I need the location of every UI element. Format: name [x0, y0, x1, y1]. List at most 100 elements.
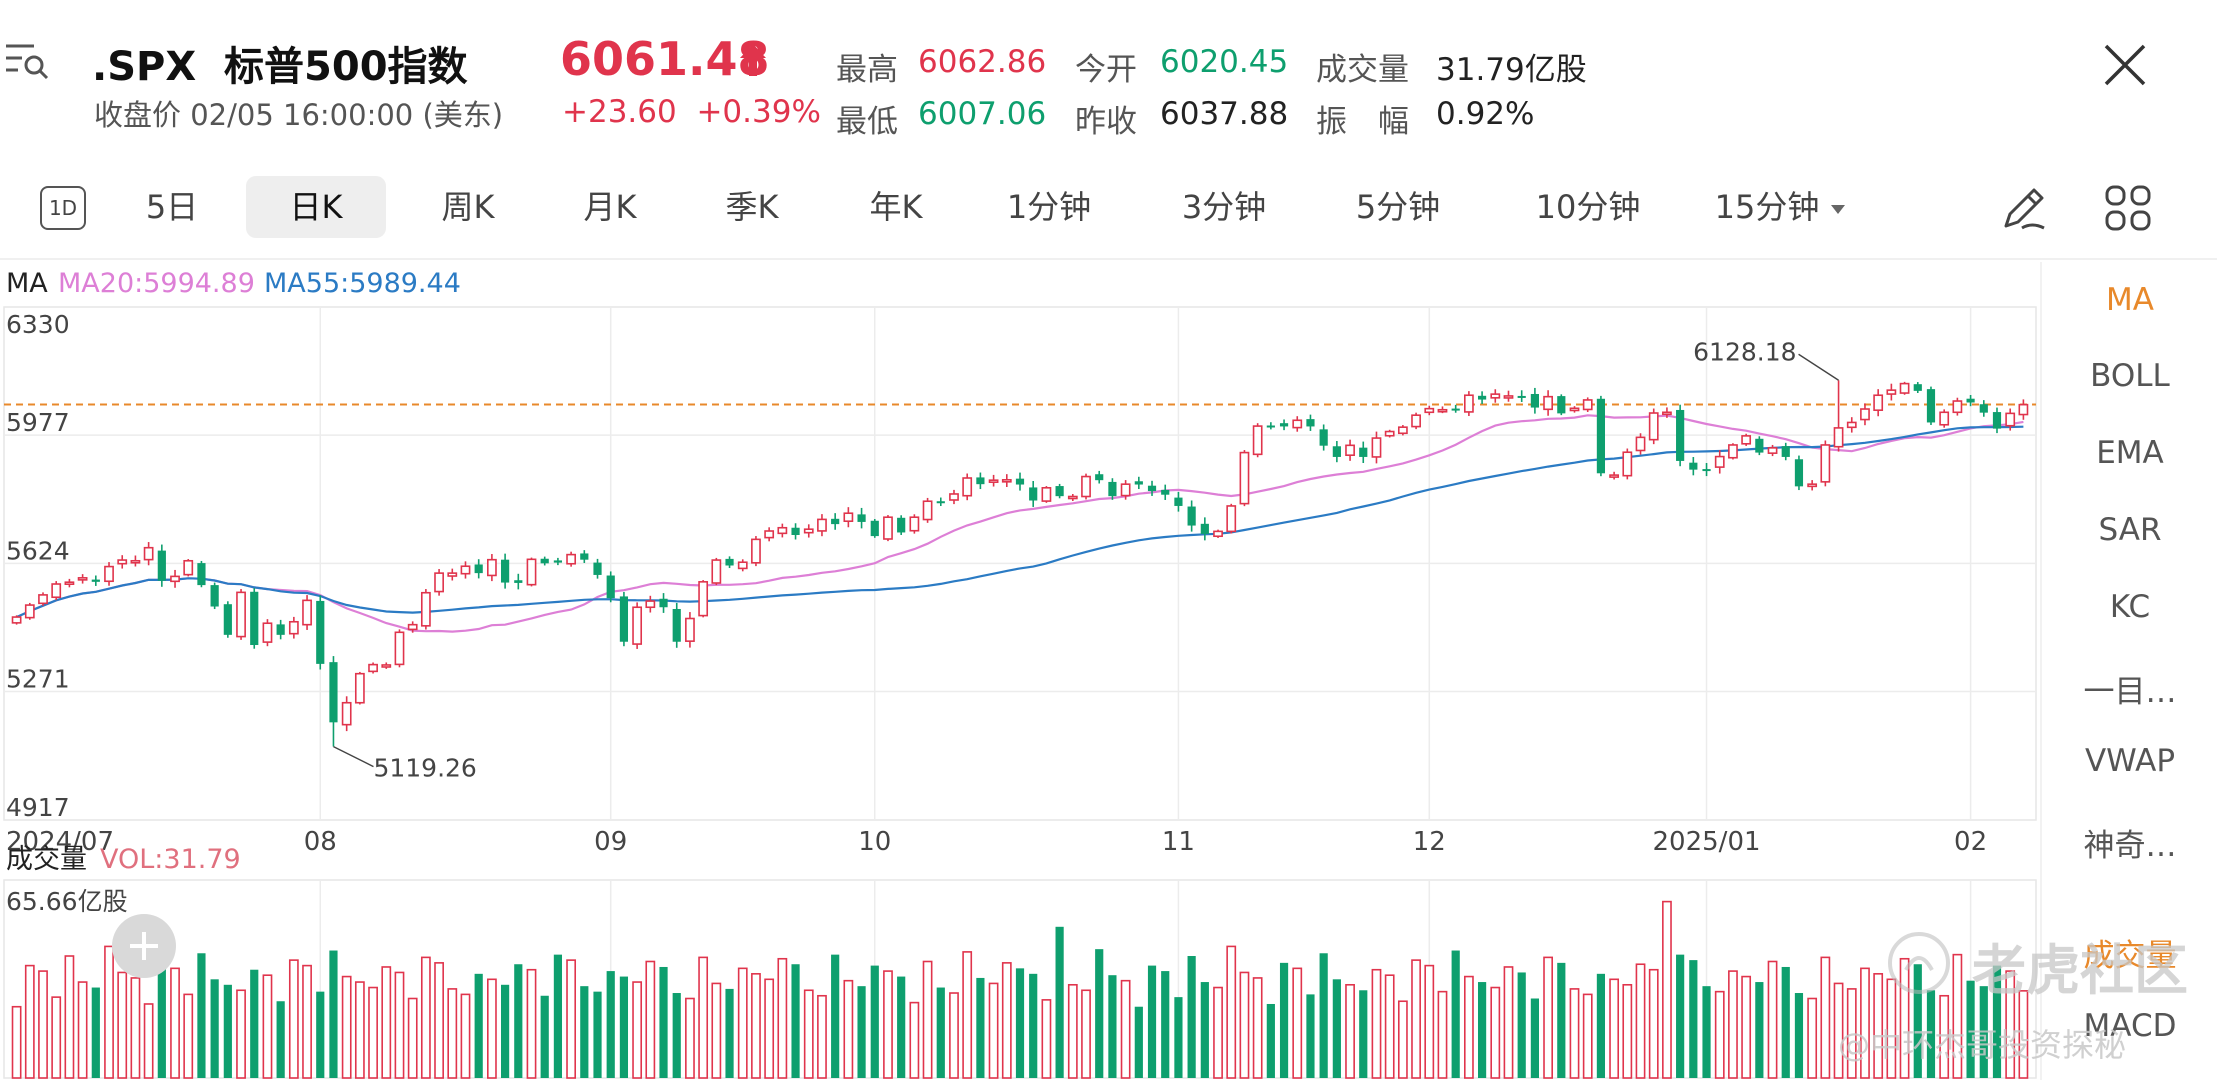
candle	[1635, 433, 1646, 455]
candle	[1213, 529, 1223, 538]
candle	[130, 555, 141, 567]
candle-body	[751, 538, 761, 564]
indicator-sar[interactable]: SAR	[2098, 512, 2162, 548]
candle	[1015, 472, 1025, 491]
volume-bar	[593, 991, 602, 1078]
candle	[1134, 476, 1143, 490]
candle-body	[1015, 478, 1025, 485]
candle	[1582, 397, 1593, 412]
candle	[659, 593, 668, 613]
candle	[1187, 500, 1196, 532]
candle-body	[183, 559, 194, 576]
candle-body	[1648, 412, 1659, 441]
candle	[329, 656, 338, 747]
indicator-ichimoku[interactable]: 一目…	[2083, 674, 2177, 710]
candle-body	[1966, 398, 1975, 403]
candle	[553, 557, 563, 566]
candle	[1622, 448, 1633, 480]
volume-bar	[1384, 974, 1395, 1079]
close-icon[interactable]	[2100, 40, 2150, 90]
add-indicator-button[interactable]	[112, 914, 176, 978]
volume-bar	[1120, 979, 1131, 1079]
tab-quarterly-k[interactable]: 季K	[725, 188, 779, 226]
volume-bar	[1345, 983, 1355, 1079]
candle	[1451, 404, 1460, 413]
intraday-1d-button[interactable]: 1D	[40, 186, 86, 230]
candle	[1979, 400, 1988, 417]
volume-bar	[1015, 968, 1025, 1078]
volume-bar	[460, 993, 471, 1079]
candle	[1702, 463, 1711, 477]
volume-bar	[883, 970, 893, 1079]
volume-bar	[1926, 990, 1936, 1078]
candle	[1397, 425, 1408, 436]
volume-bar	[909, 1001, 920, 1079]
x-tick-label: 2025/01	[1653, 827, 1761, 857]
sub-indicator-volume[interactable]: 成交量	[2083, 938, 2177, 974]
volume-bar	[1239, 971, 1250, 1079]
candle-body	[1279, 423, 1289, 427]
candle-body	[1952, 400, 1963, 414]
sub-indicator-macd[interactable]: MACD	[2083, 1008, 2177, 1044]
list-search-icon[interactable]	[4, 40, 52, 80]
grid-icon[interactable]	[2104, 184, 2152, 232]
candle-body	[685, 617, 695, 642]
candle	[1371, 431, 1382, 464]
candlestick-chart[interactable]: 6330 5977 5624 5271 4917 2024/07 08 09 10 11 12 202…	[0, 262, 2050, 1080]
candle-body	[566, 553, 577, 565]
candle	[368, 662, 378, 674]
candle-body	[1846, 421, 1857, 429]
tab-5min[interactable]: 5分钟	[1355, 188, 1441, 226]
candle-body	[883, 516, 893, 540]
candle	[1384, 429, 1395, 438]
candle-body	[1689, 462, 1698, 470]
indicator-ma[interactable]: MA	[2106, 282, 2154, 318]
tab-daily-k[interactable]: 日K	[246, 176, 386, 238]
ma55-line	[16, 425, 2024, 619]
candle	[51, 581, 62, 601]
candle-body	[197, 563, 206, 586]
candle-body	[210, 585, 219, 607]
candle	[250, 588, 259, 649]
volume-bar	[434, 962, 444, 1079]
candle	[1714, 450, 1725, 474]
indicator-boll[interactable]: BOLL	[2090, 358, 2170, 394]
tab-weekly-k[interactable]: 周K	[441, 188, 495, 226]
change-value: +23.60	[562, 94, 677, 130]
header-divider	[0, 258, 2217, 260]
volume-bar	[1213, 986, 1223, 1079]
candle	[183, 559, 194, 577]
candle-body	[803, 528, 814, 534]
candle-body	[791, 527, 800, 535]
indicator-kc[interactable]: KC	[2109, 589, 2151, 625]
candle-body	[1187, 506, 1196, 526]
tab-1min[interactable]: 1分钟	[1006, 188, 1092, 226]
pen-draw-icon[interactable]	[1998, 182, 2050, 234]
candle	[883, 515, 893, 542]
tab-10min[interactable]: 10分钟	[1535, 188, 1641, 226]
volume-bar	[1319, 953, 1328, 1078]
candle	[817, 514, 827, 537]
tab-5d[interactable]: 5日	[145, 188, 199, 226]
candle	[341, 696, 352, 732]
tab-yearly-k[interactable]: 年K	[869, 188, 923, 226]
candle	[1411, 412, 1421, 430]
tab-monthly-k[interactable]: 月K	[583, 188, 637, 226]
volume-max-label: 65.66亿股	[6, 887, 128, 916]
candle	[1557, 394, 1566, 416]
indicator-vwap[interactable]: VWAP	[2084, 743, 2176, 779]
candle	[1662, 407, 1672, 418]
volume-bar	[1702, 986, 1711, 1078]
candle-body	[698, 581, 709, 617]
candle-body	[1055, 486, 1064, 497]
candle	[1794, 455, 1804, 491]
candle-body	[1702, 469, 1711, 472]
tab-3min[interactable]: 3分钟	[1181, 188, 1267, 226]
candle-body	[1437, 408, 1448, 413]
candle	[645, 595, 656, 613]
tab-15min[interactable]: 15分钟	[1710, 176, 1850, 238]
indicator-magic[interactable]: 神奇…	[2083, 828, 2177, 864]
indicator-ema[interactable]: EMA	[2096, 435, 2164, 471]
candle-body	[1503, 395, 1514, 399]
y-tick-label: 6330	[6, 310, 70, 339]
